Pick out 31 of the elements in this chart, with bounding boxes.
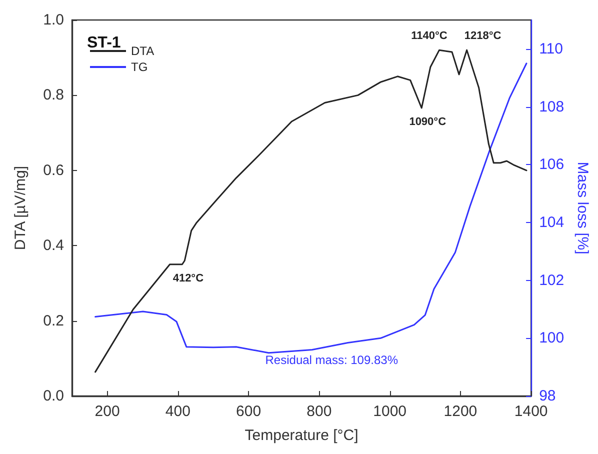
x-tick-label: 1200 [444, 403, 478, 420]
annotation: 412°C [172, 272, 204, 284]
y2-tick-label: 100 [539, 330, 564, 347]
text: ST-1 [87, 34, 121, 52]
y-tick-label: 0.0 [43, 388, 64, 404]
x-tick-label: 400 [165, 403, 190, 420]
annotation: 1140°C [411, 30, 448, 42]
legend-label: TG [131, 60, 148, 74]
y-tick-label: 0.2 [43, 312, 64, 330]
y2-tick-label: 102 [539, 272, 564, 289]
y2-axis-title: Mass loss [%] [574, 162, 591, 254]
y-tick-label: 1.0 [43, 12, 64, 28]
y2-tick-label: 106 [539, 156, 564, 174]
legend-label: DTA [131, 44, 154, 58]
annotation: 1218°C [464, 30, 502, 42]
x-tick-label: 200 [94, 403, 120, 420]
y-tick-label: 0.6 [43, 162, 64, 179]
y2-tick-label: 108 [539, 98, 564, 116]
x-axis-title: Temperature [°C] [244, 427, 358, 444]
annotation: 1090°C [409, 116, 446, 128]
x-tick-label: 1000 [373, 403, 407, 420]
y-tick-label: 0.4 [43, 237, 64, 254]
x-tick-label: 1400 [514, 403, 548, 420]
x-tick-label: 600 [236, 403, 262, 420]
y2-tick-label: 110 [539, 40, 563, 58]
annotation: Residual mass: 109.83% [265, 353, 398, 367]
y-tick-label: 0.8 [43, 86, 64, 104]
y-axis-title: DTA [µV/mg] [12, 166, 29, 250]
y2-tick-label: 104 [539, 214, 564, 231]
x-tick-label: 800 [306, 403, 332, 420]
y2-tick-label: 98 [539, 388, 556, 404]
